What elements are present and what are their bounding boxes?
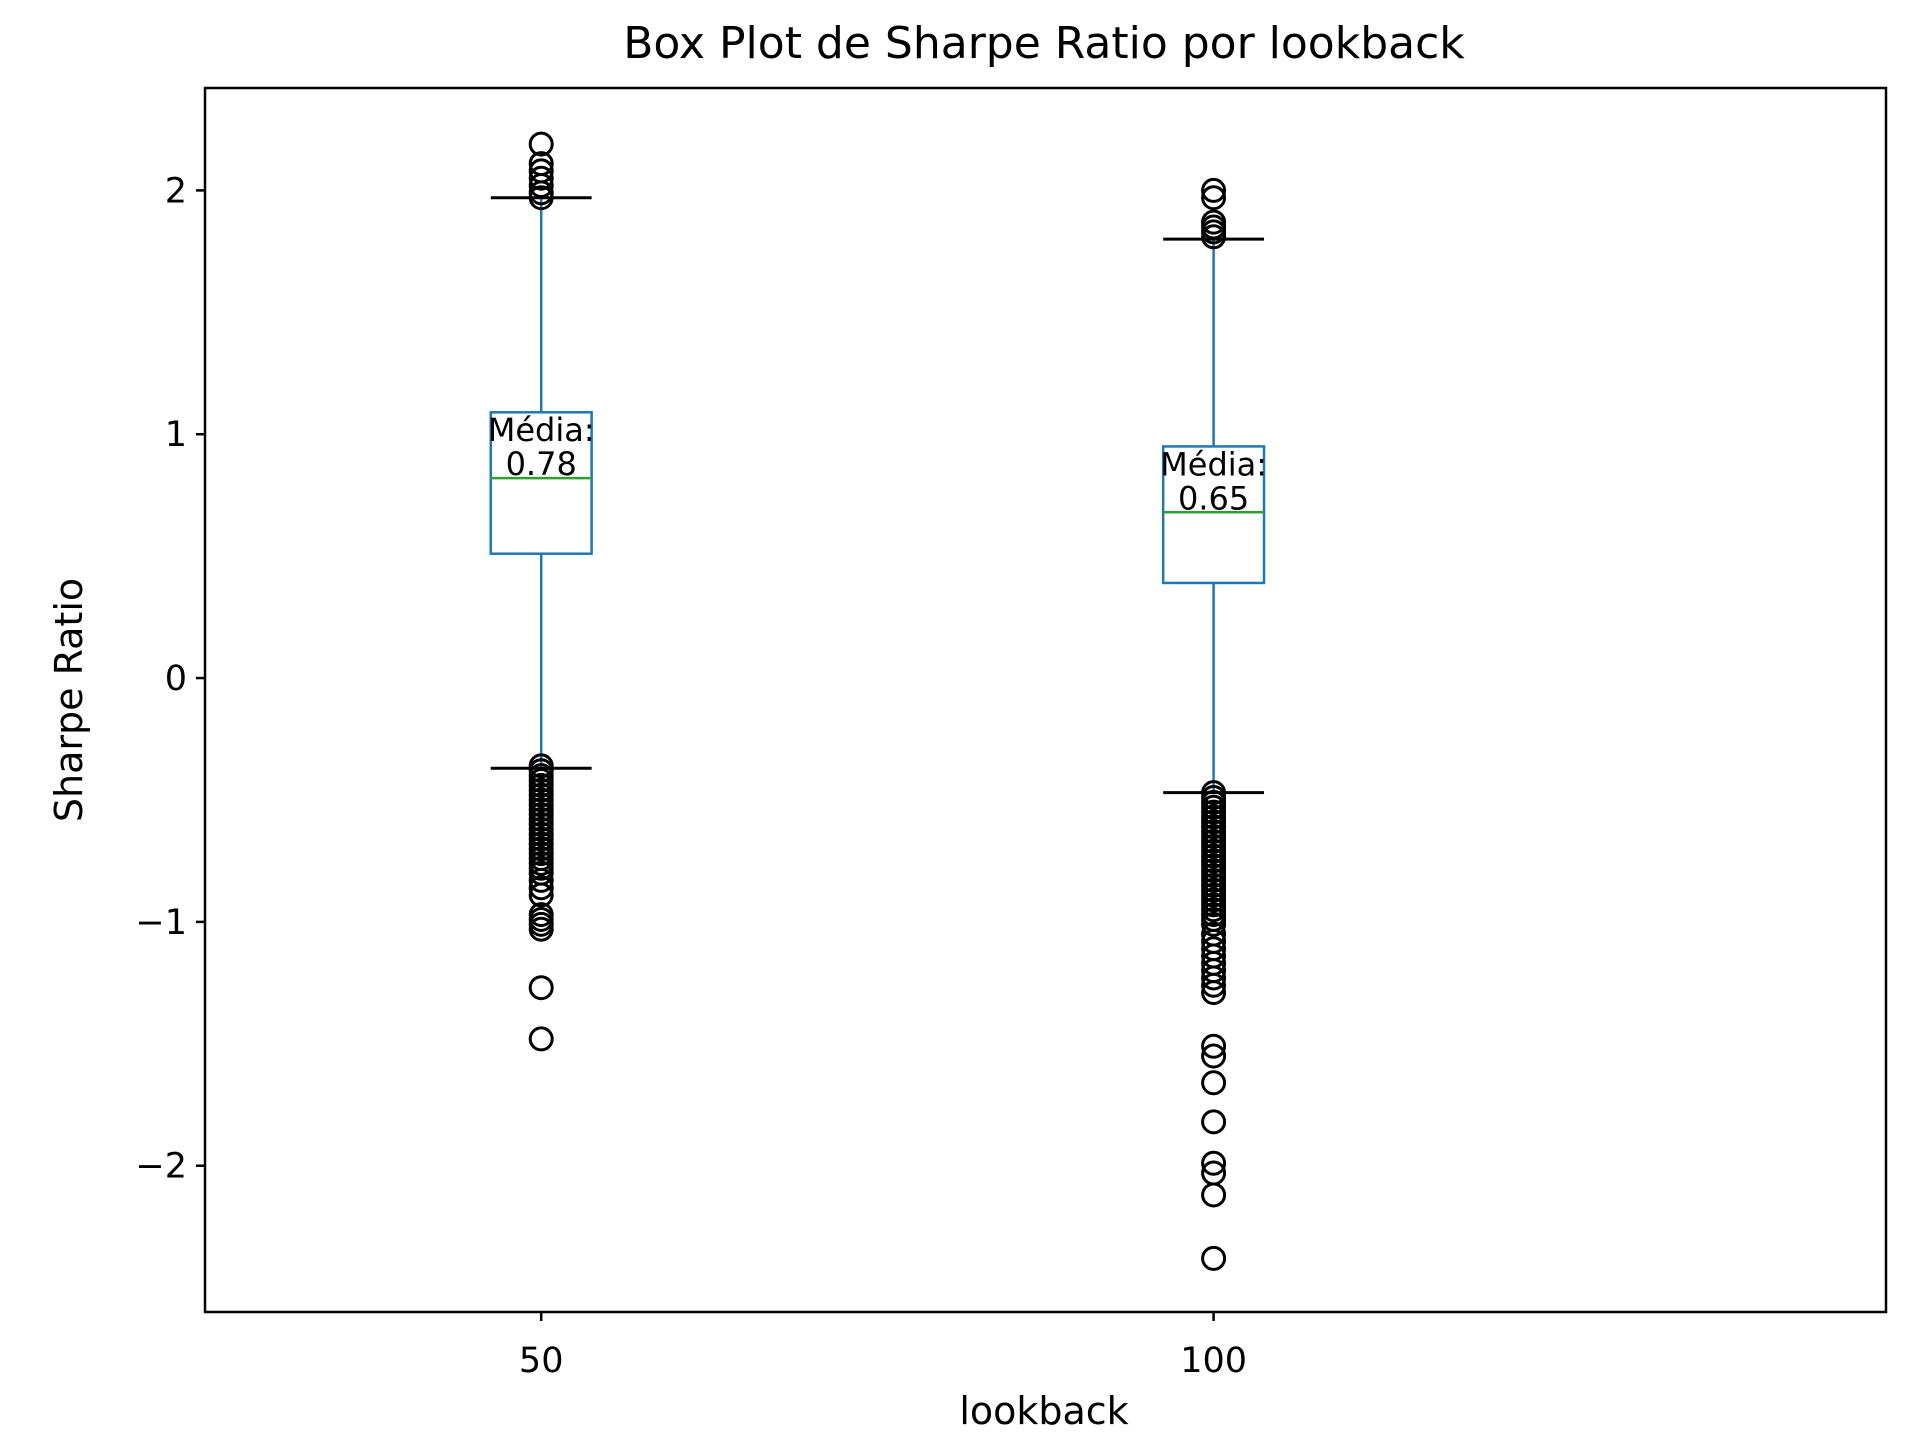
flier-point	[528, 916, 554, 942]
mean-annotation-value: 0.65	[1178, 479, 1249, 517]
y-tick-label: 2	[165, 171, 187, 211]
y-tick-label: −1	[135, 903, 187, 943]
y-tick-label: 1	[165, 415, 187, 455]
flier-point	[1201, 1033, 1227, 1059]
y-tick-label: 0	[165, 659, 187, 699]
flier-point	[528, 185, 554, 211]
flier-point	[528, 867, 554, 893]
x-axis-label: lookback	[959, 1389, 1128, 1433]
x-tick-label: 50	[519, 1341, 564, 1381]
flier-point	[1201, 224, 1227, 250]
flier-point	[528, 875, 554, 901]
flier-point	[1201, 980, 1227, 1006]
flier-point	[528, 165, 554, 191]
flier-point	[1201, 1182, 1227, 1208]
box-group-50: Média:0.78	[488, 131, 595, 1052]
mean-annotation-value: 0.78	[506, 445, 577, 483]
flier-point	[528, 975, 554, 1001]
flier-point	[1201, 185, 1227, 211]
box-iqr	[489, 411, 593, 555]
chart-title: Box Plot de Sharpe Ratio por lookback	[623, 18, 1465, 69]
flier-point	[1201, 965, 1227, 991]
flier-point	[1201, 1109, 1227, 1135]
y-axis-label: Sharpe Ratio	[47, 578, 91, 822]
flier-point	[1201, 911, 1227, 937]
y-tick-label: −2	[135, 1147, 187, 1187]
axes-frame	[203, 86, 1888, 1314]
flier-point	[1201, 1150, 1227, 1176]
flier-point	[528, 131, 554, 157]
flier-point	[1201, 177, 1227, 203]
flier-point	[528, 173, 554, 199]
flier-point	[528, 1026, 554, 1052]
mean-annotation-label: Média:	[1160, 445, 1267, 483]
mean-annotation-label: Média:	[488, 411, 595, 449]
box-group-100: Média:0.65	[1160, 177, 1267, 1271]
flier-point	[528, 882, 554, 908]
box-iqr	[1161, 445, 1266, 585]
flier-point	[1201, 972, 1227, 998]
flier-point	[1201, 1245, 1227, 1271]
flier-point	[1201, 1043, 1227, 1069]
x-tick-label: 100	[1180, 1341, 1247, 1381]
flier-point	[1201, 1070, 1227, 1096]
